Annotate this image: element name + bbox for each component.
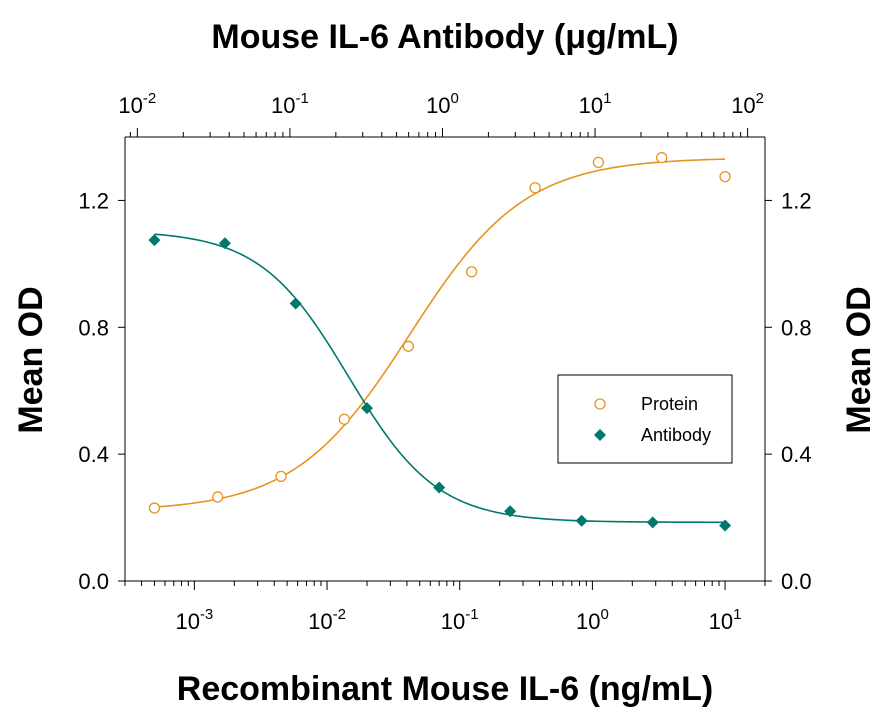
left-y-tick-label: 0.4 xyxy=(78,442,109,467)
antibody-point xyxy=(218,237,231,250)
top-x-tick-label: 10-2 xyxy=(118,90,156,118)
data-points xyxy=(148,151,732,532)
axis-tick-labels: 0.0 0.0 0.4 0.4 0.8 0.8 1.2 1.2 10-3 10-2 10-1 100 1… xyxy=(78,90,811,634)
top-x-tick-label: 10-1 xyxy=(271,90,309,118)
protein-fit-curve xyxy=(154,158,726,508)
axis-ticks xyxy=(118,128,772,590)
bottom-x-tick-label: 10-1 xyxy=(441,606,479,634)
top-x-tick-label: 102 xyxy=(731,90,764,118)
antibody-point xyxy=(289,297,302,310)
right-y-axis-title: Mean OD xyxy=(840,286,878,433)
protein-point xyxy=(148,502,161,514)
antibody-point xyxy=(575,514,588,527)
antibody-point xyxy=(360,402,373,415)
left-y-axis-title: Mean OD xyxy=(12,286,50,433)
right-y-tick-label: 0.8 xyxy=(781,315,812,340)
antibody-point xyxy=(646,516,659,529)
legend-protein-label: Protein xyxy=(641,394,698,414)
protein-point xyxy=(212,491,224,503)
protein-point xyxy=(592,156,605,169)
bottom-x-axis-title: Recombinant Mouse IL-6 (ng/mL) xyxy=(177,670,713,708)
bottom-x-tick-label: 100 xyxy=(576,606,609,634)
legend-box xyxy=(557,374,733,464)
antibody-point xyxy=(148,234,161,247)
left-y-tick-label: 1.2 xyxy=(78,188,109,213)
legend-antibody-marker xyxy=(594,429,606,441)
legend: Protein Antibody xyxy=(557,374,733,464)
antibody-point xyxy=(504,505,517,518)
protein-point xyxy=(465,266,478,278)
fit-curves xyxy=(154,158,726,524)
bottom-x-tick-label: 10-2 xyxy=(308,606,346,634)
right-y-tick-label: 0.4 xyxy=(781,442,812,467)
top-x-tick-label: 101 xyxy=(579,90,612,118)
left-y-tick-label: 0.8 xyxy=(78,315,109,340)
legend-protein-marker xyxy=(594,398,606,410)
plot-frame xyxy=(124,136,766,582)
protein-point xyxy=(529,182,541,194)
protein-point xyxy=(656,151,668,164)
antibody-point xyxy=(719,519,732,532)
bottom-x-tick-label: 10-3 xyxy=(175,606,213,634)
protein-point xyxy=(275,470,287,482)
bottom-x-tick-label: 101 xyxy=(709,606,742,634)
protein-point xyxy=(402,340,414,352)
legend-antibody-label: Antibody xyxy=(641,425,711,445)
top-x-axis-title: Mouse IL-6 Antibody (μg/mL) xyxy=(211,18,678,56)
right-y-tick-label: 1.2 xyxy=(781,188,812,213)
right-y-tick-label: 0.0 xyxy=(781,569,812,594)
left-y-tick-label: 0.0 xyxy=(78,569,109,594)
protein-point xyxy=(338,413,350,425)
antibody-point xyxy=(433,481,446,494)
top-x-tick-label: 100 xyxy=(426,90,459,118)
protein-point xyxy=(719,170,731,183)
